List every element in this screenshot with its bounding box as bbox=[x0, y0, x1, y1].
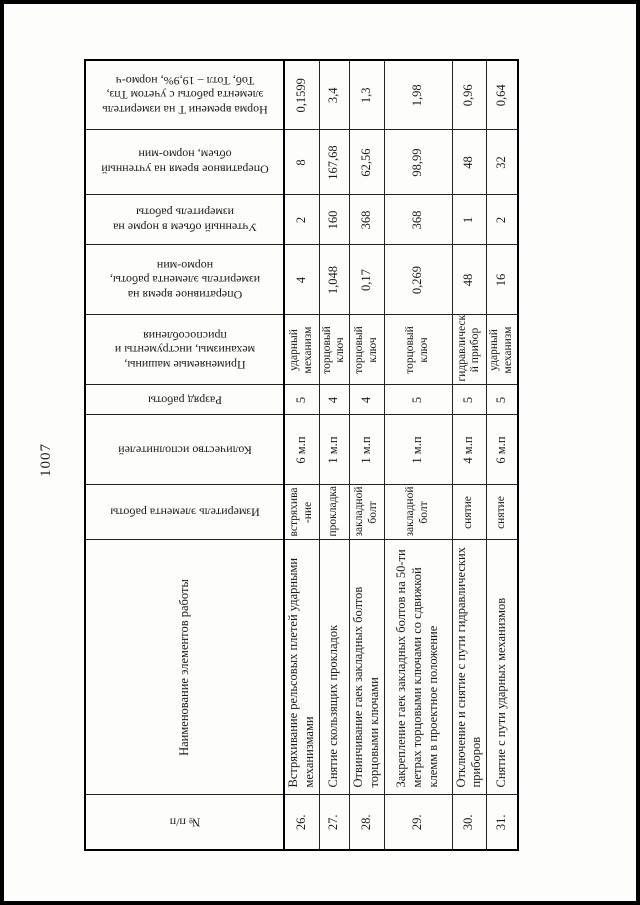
cell-grade: 4 bbox=[319, 385, 350, 415]
cell-op-time-total: 167,68 bbox=[319, 130, 350, 195]
cell-measure: снятие bbox=[486, 485, 518, 540]
cell-machines: торцовый ключ bbox=[319, 315, 350, 385]
col-header-work-name: Наименование элементов работы bbox=[85, 540, 284, 795]
cell-measure: встряхива -ние bbox=[284, 485, 319, 540]
cell-machines: торцовый ключ bbox=[384, 315, 453, 385]
cell-op-time-total: 98,99 bbox=[384, 130, 453, 195]
cell-op-time-per-unit: 48 bbox=[452, 245, 487, 315]
cell-measure: снятие bbox=[452, 485, 487, 540]
cell-time-norm: 1,98 bbox=[384, 60, 453, 130]
col-header-volume-label: Учтенный объем в норме на измеритель раб… bbox=[112, 206, 257, 235]
col-header-row-number-label: № п/п bbox=[169, 815, 200, 830]
table-row: 30. Отключение и снятие с пути гидравлич… bbox=[452, 60, 487, 850]
cell-time-norm: 0,64 bbox=[486, 60, 518, 130]
cell-volume: 2 bbox=[284, 195, 319, 245]
cell-op-time-per-unit: 1,048 bbox=[319, 245, 350, 315]
header-row: № п/п Наименование элементов работы Изме… bbox=[85, 60, 284, 850]
cell-machines: гидравлически й прибор bbox=[452, 315, 487, 385]
col-header-time-norm: Норма времени Т на измеритель элемента р… bbox=[85, 60, 284, 130]
cell-op-time-total: 62,56 bbox=[349, 130, 385, 195]
cell-grade: 5 bbox=[284, 385, 319, 415]
table-row: 27. Снятие скользящих прокладок прокладк… bbox=[319, 60, 350, 850]
cell-work-name: Отключение и снятие с пути гидравлически… bbox=[452, 540, 487, 795]
cell-row-number: 30. bbox=[452, 795, 487, 850]
cell-volume: 368 bbox=[384, 195, 453, 245]
cell-grade: 4 bbox=[349, 385, 385, 415]
col-header-op-time-per-unit: Оперативное время на измеритель элемента… bbox=[85, 245, 284, 315]
col-header-op-time-total: Оперативное время на учтенный объем, нор… bbox=[85, 130, 284, 195]
cell-volume: 160 bbox=[319, 195, 350, 245]
cell-workers: 1 м.п bbox=[319, 415, 350, 485]
cell-machines: ударный механизм bbox=[486, 315, 518, 385]
cell-volume: 2 bbox=[486, 195, 518, 245]
cell-volume: 368 bbox=[349, 195, 385, 245]
cell-machines: торцовый ключ bbox=[349, 315, 385, 385]
rotated-canvas: 1007 № п/п Наименование элементов работы… bbox=[4, 4, 636, 901]
col-header-workers-label: Количество исполнителей bbox=[117, 443, 252, 458]
cell-row-number: 26. bbox=[284, 795, 319, 850]
cell-work-name: Отвинчивание гаек закладных болтов торцо… bbox=[349, 540, 385, 795]
cell-op-time-per-unit: 0,17 bbox=[349, 245, 385, 315]
cell-op-time-total: 8 bbox=[284, 130, 319, 195]
cell-time-norm: 0,1599 bbox=[284, 60, 319, 130]
cell-workers: 4 м.п bbox=[452, 415, 487, 485]
cell-volume: 1 bbox=[452, 195, 487, 245]
cell-measure: прокладка bbox=[319, 485, 350, 540]
cell-workers: 1 м.п bbox=[384, 415, 453, 485]
table-row: 28. Отвинчивание гаек закладных болтов т… bbox=[349, 60, 385, 850]
table-row: 31. Снятие с пути ударных механизмов сня… bbox=[486, 60, 518, 850]
col-header-measure: Измеритель элемента работы bbox=[85, 485, 284, 540]
cell-time-norm: 0,96 bbox=[452, 60, 487, 130]
table-row: 29. Закрепление гаек закладных болтов на… bbox=[384, 60, 453, 850]
cell-time-norm: 3,4 bbox=[319, 60, 350, 130]
cell-work-name: Встряхивание рельсовых плетей ударными м… bbox=[284, 540, 319, 795]
cell-op-time-per-unit: 0,269 bbox=[384, 245, 453, 315]
col-header-work-name-label: Наименование элементов работы bbox=[176, 579, 191, 756]
cell-op-time-total: 32 bbox=[486, 130, 518, 195]
cell-op-time-total: 48 bbox=[452, 130, 487, 195]
cell-grade: 5 bbox=[452, 385, 487, 415]
cell-workers: 6 м.п bbox=[284, 415, 319, 485]
cell-work-name: Снятие скользящих прокладок bbox=[319, 540, 350, 795]
cell-measure: закладной болт bbox=[349, 485, 385, 540]
cell-work-name: Снятие с пути ударных механизмов bbox=[486, 540, 518, 795]
cell-row-number: 27. bbox=[319, 795, 350, 850]
page-number: 1007 bbox=[38, 443, 54, 477]
cell-workers: 6 м.п bbox=[486, 415, 518, 485]
col-header-machines-label: Применяемые машины, механизмы, инструмен… bbox=[114, 328, 255, 372]
col-header-workers: Количество исполнителей bbox=[85, 415, 284, 485]
col-header-machines: Применяемые машины, механизмы, инструмен… bbox=[85, 315, 284, 385]
col-header-op-time-total-label: Оперативное время на учтенный объем, нор… bbox=[100, 148, 269, 178]
col-header-op-time-per-unit-label: Оперативное время на измеритель элемента… bbox=[109, 258, 260, 302]
cell-time-norm: 1,3 bbox=[349, 60, 385, 130]
cell-work-name: Закрепление гаек закладных болтов на 50-… bbox=[384, 540, 453, 795]
cell-row-number: 31. bbox=[486, 795, 518, 850]
cell-row-number: 29. bbox=[384, 795, 453, 850]
work-norms-table: № п/п Наименование элементов работы Изме… bbox=[84, 59, 519, 851]
cell-op-time-per-unit: 16 bbox=[486, 245, 518, 315]
cell-measure: закладной болт bbox=[384, 485, 453, 540]
cell-op-time-per-unit: 4 bbox=[284, 245, 319, 315]
cell-grade: 5 bbox=[486, 385, 518, 415]
col-header-time-norm-label: Норма времени Т на измеритель элемента р… bbox=[101, 73, 268, 118]
cell-grade: 5 bbox=[384, 385, 453, 415]
col-header-grade: Разряд работы bbox=[85, 385, 284, 415]
col-header-volume: Учтенный объем в норме на измеритель раб… bbox=[85, 195, 284, 245]
table-row: 26. Встряхивание рельсовых плетей ударны… bbox=[284, 60, 319, 850]
col-header-grade-label: Разряд работы bbox=[147, 393, 222, 408]
col-header-measure-label: Измеритель элемента работы bbox=[109, 505, 260, 520]
cell-row-number: 28. bbox=[349, 795, 385, 850]
cell-machines: ударный механизм bbox=[284, 315, 319, 385]
cell-workers: 1 м.п bbox=[349, 415, 385, 485]
col-header-row-number: № п/п bbox=[85, 795, 284, 850]
